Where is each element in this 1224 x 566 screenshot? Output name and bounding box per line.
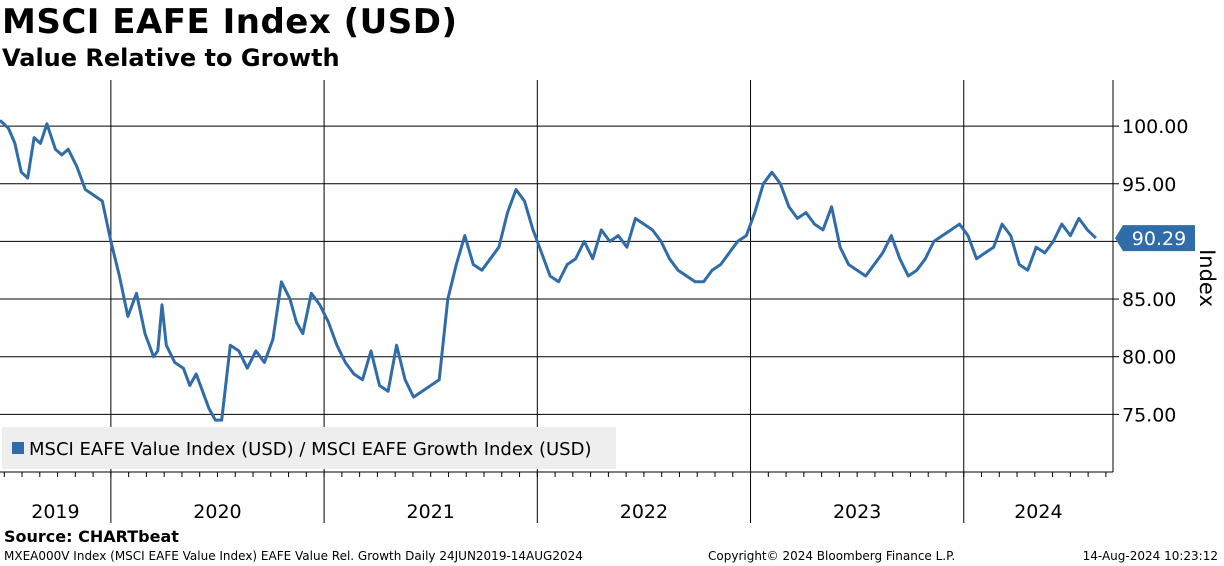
footer-copyright: Copyright© 2024 Bloomberg Finance L.P. [708, 549, 956, 563]
y-tick-label: 95.00 [1122, 174, 1176, 196]
footer-meta: MXEA000V Index (MSCI EAFE Value Index) E… [4, 549, 583, 563]
source-note: Source: CHARTbeat [4, 527, 179, 546]
y-tick-label: 75.00 [1122, 404, 1176, 426]
x-tick-label: 2021 [407, 501, 455, 523]
legend-box [2, 427, 616, 469]
y-tick-label: 85.00 [1122, 289, 1176, 311]
x-tick-label: 2023 [833, 501, 881, 523]
x-tick-label: 2020 [193, 501, 241, 523]
y-tick-label: 100.00 [1122, 116, 1188, 138]
series-line [0, 119, 1097, 422]
x-tick-label: 2024 [1014, 501, 1062, 523]
last-value-badge [1115, 225, 1195, 252]
legend-swatch [12, 442, 24, 454]
x-tick-label: 2022 [620, 501, 668, 523]
y-tick-label: 80.00 [1122, 347, 1176, 369]
legend-label: MSCI EAFE Value Index (USD) / MSCI EAFE … [29, 439, 591, 460]
chart-title: MSCI EAFE Index (USD) [2, 2, 458, 42]
y-axis-label: Index [1195, 249, 1219, 307]
last-value-label: 90.29 [1132, 228, 1186, 250]
chart-subtitle: Value Relative to Growth [2, 44, 340, 72]
footer-timestamp: 14-Aug-2024 10:23:12 [1082, 549, 1218, 563]
x-tick-label: 2019 [31, 501, 79, 523]
